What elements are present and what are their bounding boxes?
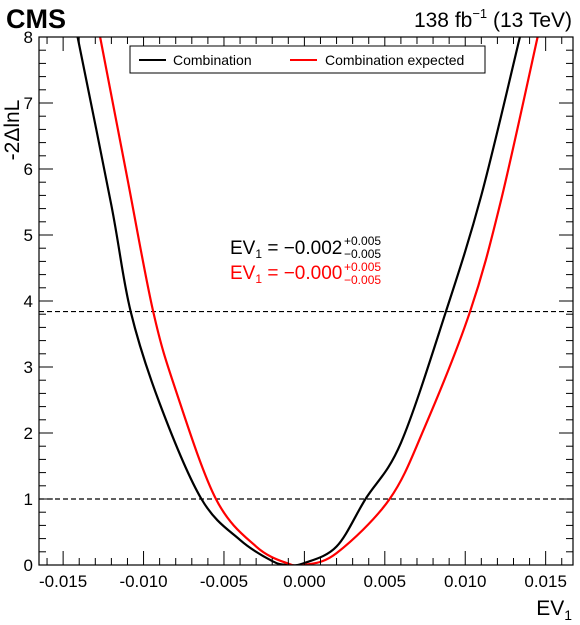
y-tick-label: 5 (24, 226, 33, 245)
result-annotations: EV1 = −0.002 +0.005 −0.005 EV1 = −0.000 … (230, 234, 381, 287)
annotation-observed: EV1 = −0.002 (230, 238, 342, 261)
x-tick-label: -0.010 (119, 572, 167, 591)
x-axis-title-main: EV (536, 597, 564, 620)
curves (76, 37, 539, 565)
x-tick-label: -0.015 (39, 572, 87, 591)
luminosity-label: 138 fb−1 (13 TeV) (414, 6, 572, 32)
y-tick-label: 7 (24, 94, 33, 113)
experiment-label: CMS (6, 4, 66, 34)
lumi-value: 138 fb (414, 9, 472, 32)
energy-label: (13 TeV) (487, 9, 572, 32)
annotation-expected-value: = −0.000 (262, 263, 342, 284)
annotation-expected: EV1 = −0.000 (230, 263, 342, 286)
annotation-observed-value: = −0.002 (262, 238, 342, 259)
annotation-expected-label: EV (230, 263, 256, 284)
x-tick-label: 0.015 (524, 572, 567, 591)
y-tick-label: 0 (24, 556, 33, 575)
y-tick-label: 8 (24, 28, 33, 47)
x-axis-title: EV1 (536, 597, 572, 623)
x-tick-label: 0.010 (444, 572, 487, 591)
reference-lines (39, 310, 573, 500)
lumi-exponent: −1 (472, 6, 487, 21)
y-tick-label: 2 (24, 424, 33, 443)
y-tick-label: 4 (24, 292, 33, 311)
legend-label-combination: Combination (173, 52, 252, 68)
series-line-1 (99, 37, 539, 565)
annotation-observed-sub: 1 (255, 247, 262, 261)
annotation-observed-label: EV (230, 238, 256, 259)
annotation-expected-down: −0.005 (344, 273, 381, 287)
y-tick-label: 1 (24, 490, 33, 509)
x-tick-label: 0.000 (283, 572, 326, 591)
series-line-0 (76, 37, 521, 565)
plot-frame (38, 36, 574, 566)
annotation-expected-up: +0.005 (344, 260, 381, 274)
axis-ticks: -0.015 -0.010 -0.005 0.000 0.005 0.010 0.015 0 1… (24, 28, 573, 591)
annotation-observed-up: +0.005 (344, 234, 381, 248)
x-axis-title-sub: 1 (564, 607, 572, 623)
annotation-observed-down: −0.005 (344, 247, 381, 261)
x-tick-label: 0.005 (364, 572, 407, 591)
x-tick-label: -0.005 (200, 572, 248, 591)
y-tick-label: 3 (24, 358, 33, 377)
legend-label-expected: Combination expected (325, 52, 464, 68)
annotation-expected-sub: 1 (255, 272, 262, 286)
y-tick-label: 6 (24, 160, 33, 179)
y-axis-title: -2ΔlnL (1, 100, 24, 161)
legend: Combination Combination expected (129, 45, 486, 74)
